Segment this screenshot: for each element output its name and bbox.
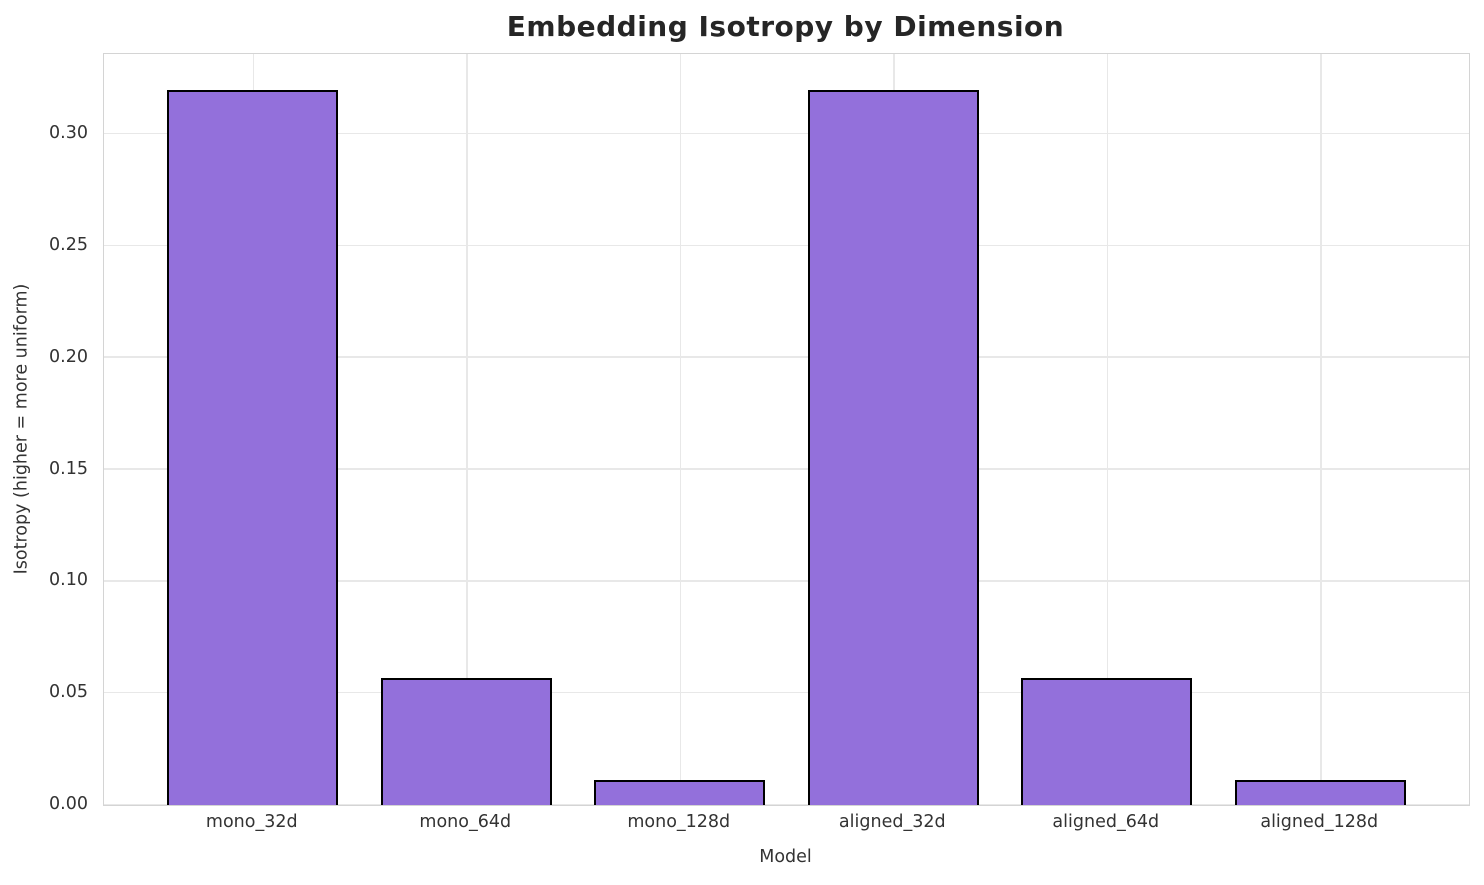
bar-column-aligned_64d xyxy=(1000,54,1214,805)
gridline-vertical xyxy=(1320,54,1322,805)
gridline-horizontal xyxy=(104,244,1469,247)
y-tick-label: 0.15 xyxy=(49,458,88,479)
gridline-horizontal xyxy=(104,356,1469,358)
bar-aligned_128d xyxy=(1234,780,1406,805)
gridline-horizontal xyxy=(104,691,1469,694)
x-tick-label-mono_32d: mono_32d xyxy=(205,812,298,832)
y-tick-label: 0.25 xyxy=(49,235,88,256)
bar-column-mono_128d xyxy=(573,54,787,805)
bar-mono_32d xyxy=(167,89,339,805)
gridline-horizontal xyxy=(104,803,1469,805)
gridline-horizontal xyxy=(104,132,1469,135)
gridline-horizontal xyxy=(104,580,1469,582)
x-tick-label-mono_128d: mono_128d xyxy=(627,812,731,832)
y-tick-label: 0.05 xyxy=(49,682,88,703)
x-tick-label-aligned_32d: aligned_32d xyxy=(838,812,946,832)
bar-column-aligned_128d xyxy=(1214,54,1428,805)
y-tick-label: 0.20 xyxy=(49,346,88,367)
x-tick-labels: mono_32d mono_64d mono_128d aligned_32d alig… xyxy=(103,812,1468,832)
bars-layer xyxy=(104,54,1469,805)
bar-aligned_32d xyxy=(807,89,979,805)
gridline-vertical xyxy=(1106,54,1109,805)
chart-title: Embedding Isotropy by Dimension xyxy=(506,10,1065,43)
bar-aligned_64d xyxy=(1021,677,1193,805)
plot-area xyxy=(103,53,1470,806)
x-tick-label-aligned_128d: aligned_128d xyxy=(1260,812,1379,832)
bar-column-mono_64d xyxy=(360,54,574,805)
x-tick-label-aligned_64d: aligned_64d xyxy=(1052,812,1160,832)
gridline-vertical xyxy=(679,54,682,805)
bar-mono_128d xyxy=(594,780,766,805)
y-tick-label: 0.00 xyxy=(49,794,88,814)
gridline-horizontal xyxy=(104,468,1469,470)
y-tick-label: 0.30 xyxy=(49,123,88,144)
x-tick-label-mono_64d: mono_64d xyxy=(419,812,512,832)
y-tick-label: 0.10 xyxy=(49,570,88,591)
gridline-vertical xyxy=(466,54,468,805)
bar-column-mono_32d xyxy=(146,54,360,805)
x-axis-label: Model xyxy=(759,847,812,867)
y-tick-labels: 0.00 0.05 0.10 0.15 0.20 0.25 0.30 xyxy=(0,53,88,814)
bar-column-aligned_32d xyxy=(787,54,1001,805)
bar-mono_64d xyxy=(380,677,552,805)
